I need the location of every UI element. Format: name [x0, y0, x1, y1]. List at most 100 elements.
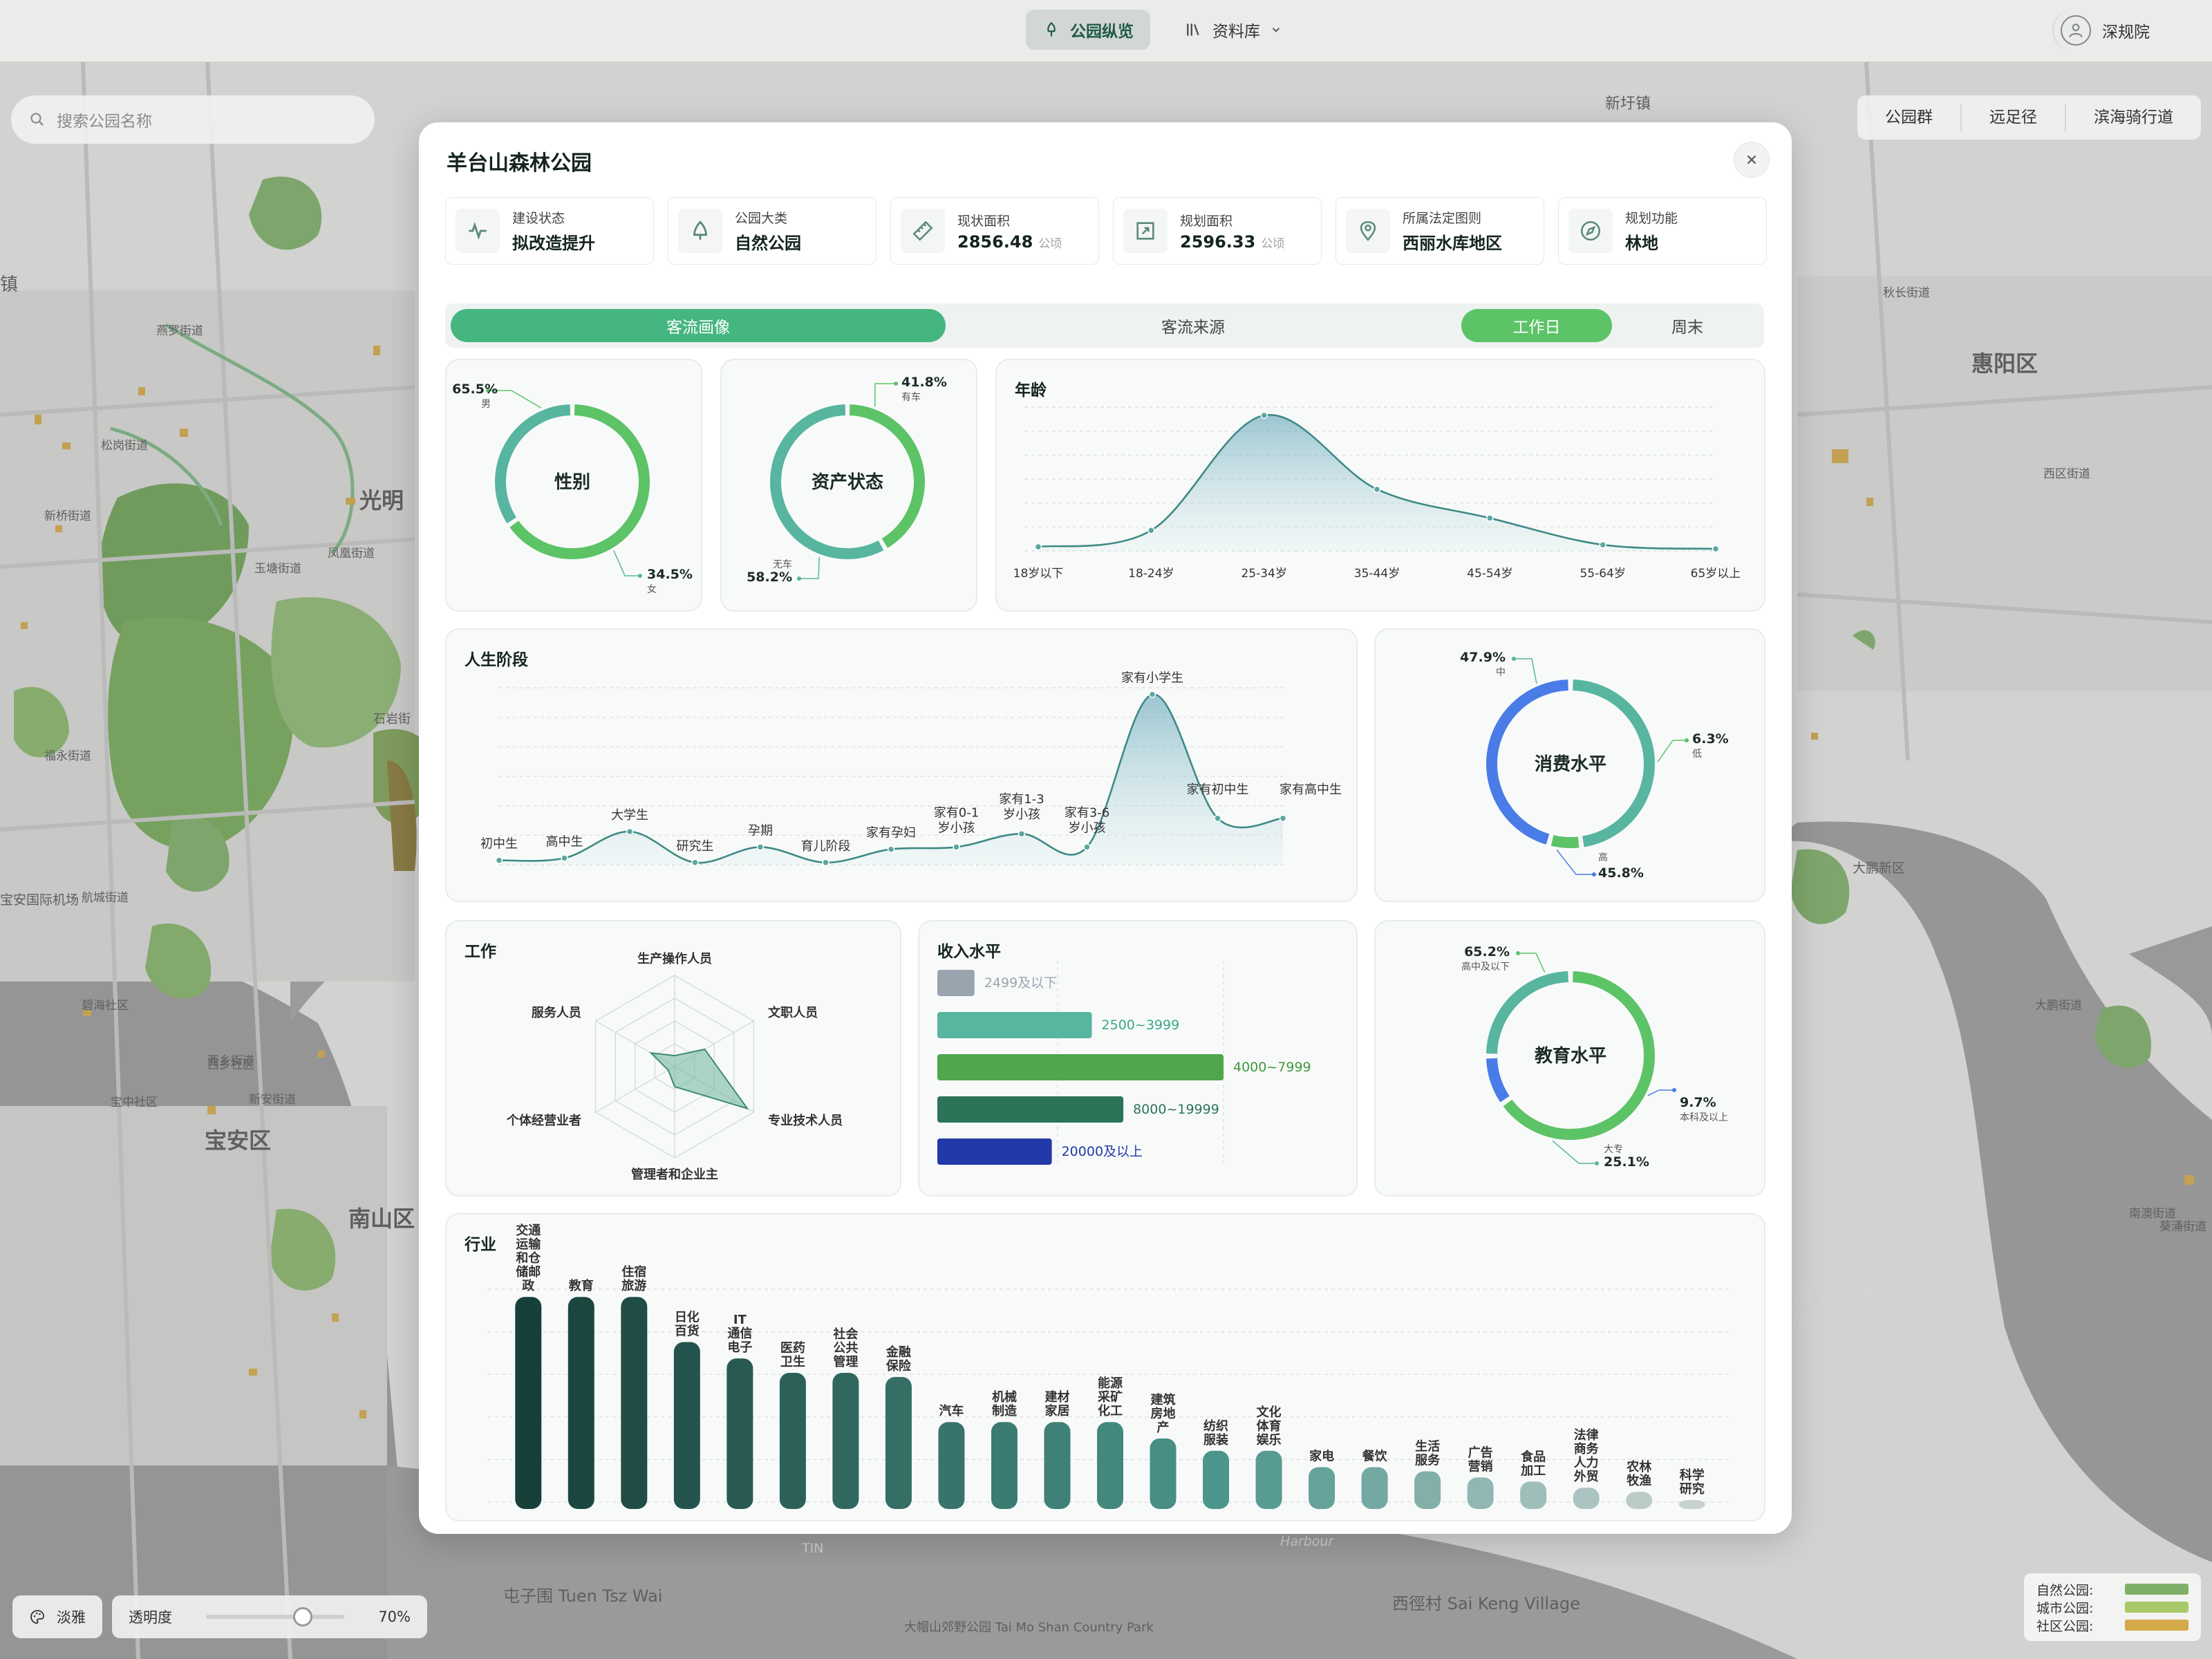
map-label: 南澳街道	[2129, 1207, 2176, 1221]
slice-value-label: 34.5%	[647, 567, 693, 582]
bar-category-label: 服装	[1203, 1432, 1228, 1447]
panel-title: 人生阶段	[465, 651, 528, 669]
map-label: 西乡社区	[207, 1058, 254, 1072]
nav-coastal-cycling[interactable]: 滨海骑行道	[2094, 109, 2173, 126]
radar-axis-label: 服务人员	[532, 1005, 581, 1020]
info-value: 林地	[1625, 234, 1658, 253]
leader-line	[613, 550, 640, 577]
theme-button[interactable]: 淡雅	[12, 1595, 102, 1638]
info-card-park-category: 公园大类 自然公园	[668, 197, 877, 265]
industry-bar	[1255, 1450, 1282, 1509]
info-label: 规划功能	[1625, 211, 1678, 226]
income-bar	[937, 1054, 1224, 1080]
leader-line	[1657, 740, 1687, 762]
leader-line	[1552, 1140, 1597, 1164]
tab-visitor-portrait[interactable]: 客流画像	[451, 309, 946, 342]
tab-weekday[interactable]: 工作日	[1461, 309, 1612, 342]
bar-category-label: 广告	[1468, 1445, 1493, 1460]
leader-dot	[1592, 872, 1596, 877]
point-label: 孕期	[748, 823, 773, 838]
data-point	[756, 843, 765, 851]
area-fill	[1038, 415, 1716, 551]
point-label: 家有孕妇	[866, 826, 916, 841]
map-label: 玉塘街道	[254, 562, 301, 576]
bar-category-label: 房地	[1151, 1406, 1176, 1421]
data-point	[1214, 814, 1221, 823]
leader-dot	[1685, 738, 1689, 742]
point-label: 家有初中生	[1187, 782, 1249, 797]
tab-park-overview[interactable]: 公园纵览	[1026, 10, 1150, 50]
industry-bar	[1520, 1481, 1547, 1509]
info-value: 2856.48	[957, 232, 1033, 252]
tab-label: 公园纵览	[1070, 23, 1134, 41]
slice-value-label: 41.8%	[901, 375, 947, 390]
gender-donut-chart: 65.5% 男 34.5%女 性别	[452, 382, 693, 595]
analysis-tabs: 客流画像 客流来源 工作日 周末	[445, 303, 1764, 348]
bar-category-label: 采矿	[1097, 1389, 1123, 1405]
user-icon	[2069, 24, 2083, 38]
bar-category-label: 建筑	[1151, 1392, 1176, 1407]
bar-category-label: 文化	[1257, 1405, 1282, 1420]
leader-line	[488, 390, 542, 409]
close-button[interactable]	[1734, 142, 1770, 178]
data-point	[822, 859, 830, 867]
age-panel: 年龄 18岁以下 18-24岁 25-34岁 35-44岁 45-54岁 55-64岁 65…	[995, 359, 1765, 612]
slice-name-label: 男	[481, 399, 491, 410]
opacity-slider-handle[interactable]	[293, 1607, 313, 1627]
map-label: 松岗街道	[101, 439, 148, 453]
income-panel: 收入水平 2499及以下 2500~3999 4000~7999 8000~19999…	[918, 920, 1358, 1197]
donut-slice	[495, 404, 571, 524]
area-fill	[499, 694, 1283, 865]
park-detail-modal: 羊台山森林公园 建设状态 拟改造提升 公园大类 自然公园 现状面积 2856.48 公顷…	[419, 122, 1792, 1534]
point-label: 大学生	[611, 808, 648, 823]
nav-park-group[interactable]: 公园群	[1857, 104, 1962, 131]
industry-bar	[885, 1376, 912, 1509]
info-value: 2596.33	[1180, 232, 1256, 252]
data-point	[495, 856, 503, 864]
industry-bar	[568, 1297, 594, 1509]
industry-bar	[1150, 1438, 1177, 1509]
radar-axis	[595, 1066, 675, 1113]
life-stage-panel: 人生阶段 初中生 高中生 大学生 研究生 孕期 育儿阶段 家有孕妇 家有0-1 岁小孩 家有1-3…	[445, 628, 1358, 902]
radar-axis-label: 生产操作人员	[637, 951, 712, 966]
bar-category-label: 制造	[992, 1403, 1017, 1418]
data-point	[1712, 545, 1720, 553]
data-point	[626, 827, 634, 836]
bar-category-label: IT	[733, 1313, 747, 1327]
bar-value-label: 20000及以上	[1062, 1144, 1143, 1159]
info-unit: 公顷	[1038, 236, 1062, 251]
nav-hiking-trail[interactable]: 远足径	[1962, 104, 2066, 131]
point-label: 岁小孩	[938, 821, 975, 835]
tab-weekend[interactable]: 周末	[1671, 319, 1703, 337]
point-label: 家有3-6	[1065, 805, 1109, 820]
data-point	[1018, 830, 1026, 838]
info-label: 建设状态	[512, 211, 565, 226]
point-label: 研究生	[677, 839, 714, 854]
bar-category-label: 储邮	[515, 1264, 541, 1280]
tab-database[interactable]: 资料库	[1168, 10, 1299, 50]
map-label: 屯子围 Tuen Tsz Wai	[503, 1586, 662, 1606]
map-label: 新桥街道	[44, 509, 91, 523]
bar-category-label: 营销	[1468, 1459, 1493, 1474]
slice-value-label: 9.7%	[1680, 1095, 1716, 1110]
search-input[interactable]: 搜索公园名称	[11, 95, 375, 144]
opacity-value: 70%	[378, 1609, 411, 1625]
info-label: 现状面积	[957, 213, 1011, 229]
info-value: 拟改造提升	[512, 234, 595, 253]
leader-dot	[486, 388, 490, 393]
map-label: 惠阳区	[1971, 350, 2038, 377]
bar-category-label: 外贸	[1574, 1469, 1599, 1484]
leader-dot	[1516, 951, 1520, 955]
tab-label: 资料库	[1212, 23, 1260, 41]
industry-bar	[991, 1422, 1018, 1509]
donut-slice	[1486, 971, 1568, 1054]
map-label: 宝安区	[205, 1127, 271, 1154]
panel-title: 收入水平	[937, 943, 1001, 961]
asset-panel: 41.8% 有车 58.2% 无车 资产状态	[720, 359, 977, 612]
user-menu[interactable]: 深规院	[2052, 10, 2171, 51]
slice-name-label: 本科及以上	[1680, 1112, 1728, 1123]
opacity-slider[interactable]	[206, 1607, 345, 1627]
series-line	[498, 693, 1284, 864]
tab-visitor-source[interactable]: 客流来源	[1161, 319, 1225, 337]
